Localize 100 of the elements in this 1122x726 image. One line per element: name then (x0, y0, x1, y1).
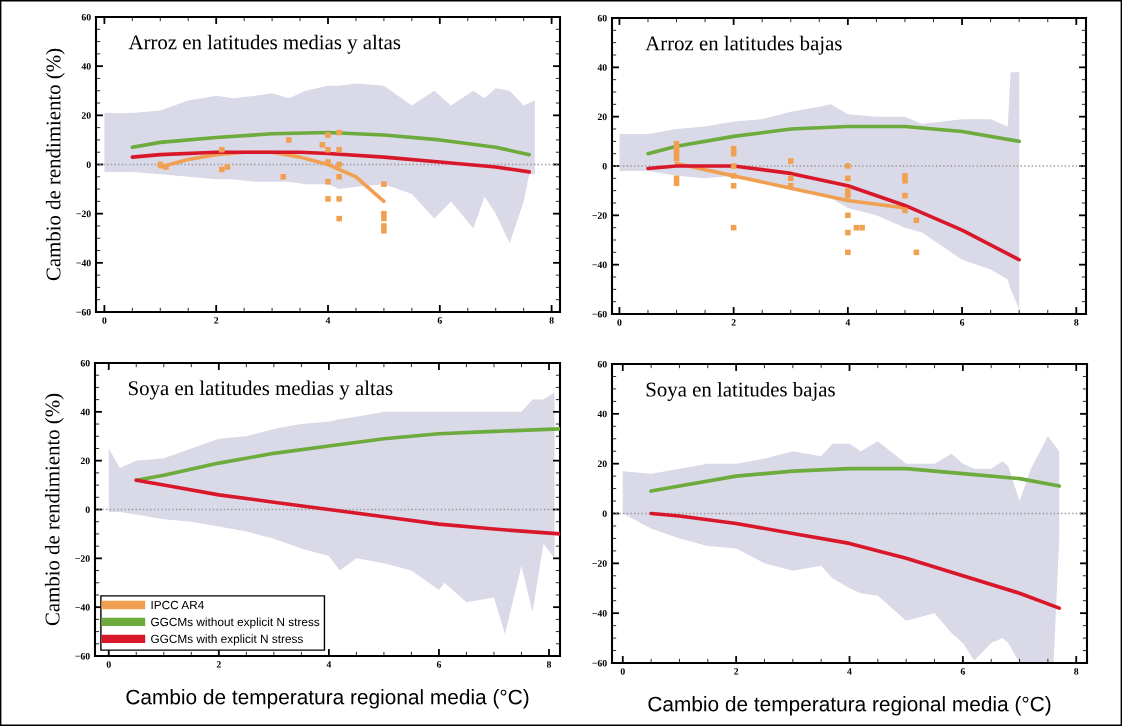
point (325, 159, 331, 165)
point (336, 174, 342, 180)
x-tick-label: 2 (216, 661, 221, 668)
y-tick-label: 0 (85, 506, 90, 513)
y-tick-label: 40 (597, 410, 607, 418)
point (787, 158, 794, 164)
x-tick-label: 4 (326, 661, 332, 668)
x-tick-label: 4 (845, 319, 851, 326)
y-axis-title: Cambio de rendimiento (%) (44, 393, 64, 626)
legend-label: IPCC AR4 (151, 600, 204, 610)
point (913, 217, 920, 224)
text: Soya en latitudes medias y altas (128, 380, 393, 400)
y-axis-title: Cambio de rendimiento (%) (45, 48, 65, 281)
x-tick-label: 2 (731, 319, 736, 326)
point (845, 175, 851, 182)
point (730, 173, 737, 179)
x-tick-label: 0 (106, 661, 111, 668)
line-series (646, 124, 1021, 156)
y-tick-label: −20 (76, 210, 91, 218)
point (845, 229, 851, 236)
y-tick-label: −40 (592, 610, 607, 617)
point (730, 163, 737, 169)
point (325, 146, 331, 153)
point (381, 210, 387, 217)
x-tick-label: 8 (1074, 319, 1079, 326)
x-axis-title: Cambio de temperatura regional media (°C) (126, 689, 529, 709)
legend-label: GGCMs with explicit N stress (151, 634, 303, 646)
x-tick-label: 4 (325, 317, 331, 324)
point (730, 182, 737, 189)
point (224, 164, 231, 170)
x-tick-label: 2 (214, 317, 219, 324)
point (336, 129, 342, 136)
y-tick-label: 20 (597, 460, 607, 468)
point (381, 223, 387, 229)
y-tick-label: 20 (80, 457, 90, 465)
point (381, 181, 387, 187)
point (381, 215, 387, 222)
x-tick-label: 2 (734, 668, 739, 675)
y-tick-label: −20 (592, 560, 607, 567)
point (280, 174, 287, 180)
x-tick-label: 8 (1074, 668, 1079, 675)
point (845, 249, 851, 256)
y-tick-label: 60 (81, 13, 91, 21)
point (902, 192, 908, 199)
point (845, 192, 851, 199)
point (219, 166, 225, 173)
point (325, 196, 331, 202)
point (673, 180, 680, 187)
y-tick-label: 60 (80, 359, 90, 367)
y-tick-label: −20 (592, 212, 607, 219)
point (902, 207, 908, 214)
x-tick-label: 8 (549, 317, 554, 324)
y-tick-label: 0 (602, 510, 607, 517)
x-tick-label: 8 (546, 661, 552, 668)
y-tick-label: 40 (80, 408, 90, 416)
x-tick-label: 0 (102, 317, 107, 324)
y-tick-label: 20 (597, 113, 607, 121)
line-series (134, 478, 560, 536)
y-tick-label: 60 (597, 14, 607, 22)
point (286, 137, 292, 143)
text: Soya en latitudes bajas (646, 381, 835, 401)
point (787, 175, 794, 182)
point (336, 146, 342, 153)
y-tick-label: −60 (76, 308, 91, 316)
y-tick-label: −60 (592, 310, 607, 318)
x-axis-title: Cambio de temperatura regional media (°C) (648, 696, 1051, 716)
point (336, 161, 342, 168)
point (381, 228, 387, 234)
x-tick-label: 6 (436, 661, 442, 668)
point (902, 178, 908, 184)
y-tick-label: −40 (76, 259, 91, 267)
point (902, 173, 908, 179)
point (845, 212, 851, 219)
x-tick-label: 6 (437, 317, 442, 324)
y-tick-label: 60 (597, 360, 607, 368)
x-tick-label: 0 (620, 668, 625, 675)
line-series (134, 427, 560, 483)
point (325, 178, 331, 185)
y-tick-label: 40 (81, 63, 91, 70)
x-tick-label: 6 (960, 668, 966, 675)
y-tick-label: −60 (75, 652, 90, 660)
text: Arroz en latitudes medias y altas (128, 34, 401, 54)
x-tick-label: 0 (617, 319, 622, 326)
legend-label: GGCMs without explicit N stress (151, 617, 320, 629)
y-tick-label: 0 (86, 161, 91, 168)
y-tick-label: 0 (602, 162, 607, 170)
point (336, 196, 342, 202)
y-tick-label: −40 (75, 604, 90, 611)
y-tick-label: 40 (597, 64, 607, 71)
line-series (649, 511, 1062, 610)
x-tick-label: 6 (959, 319, 965, 326)
point (325, 132, 331, 138)
y-tick-label: −60 (592, 659, 607, 667)
point (845, 163, 851, 169)
x-tick-label: 4 (847, 668, 852, 675)
line-series (130, 130, 532, 157)
point (163, 164, 169, 170)
point (319, 142, 326, 148)
point (859, 224, 865, 231)
y-tick-label: −20 (75, 555, 90, 562)
